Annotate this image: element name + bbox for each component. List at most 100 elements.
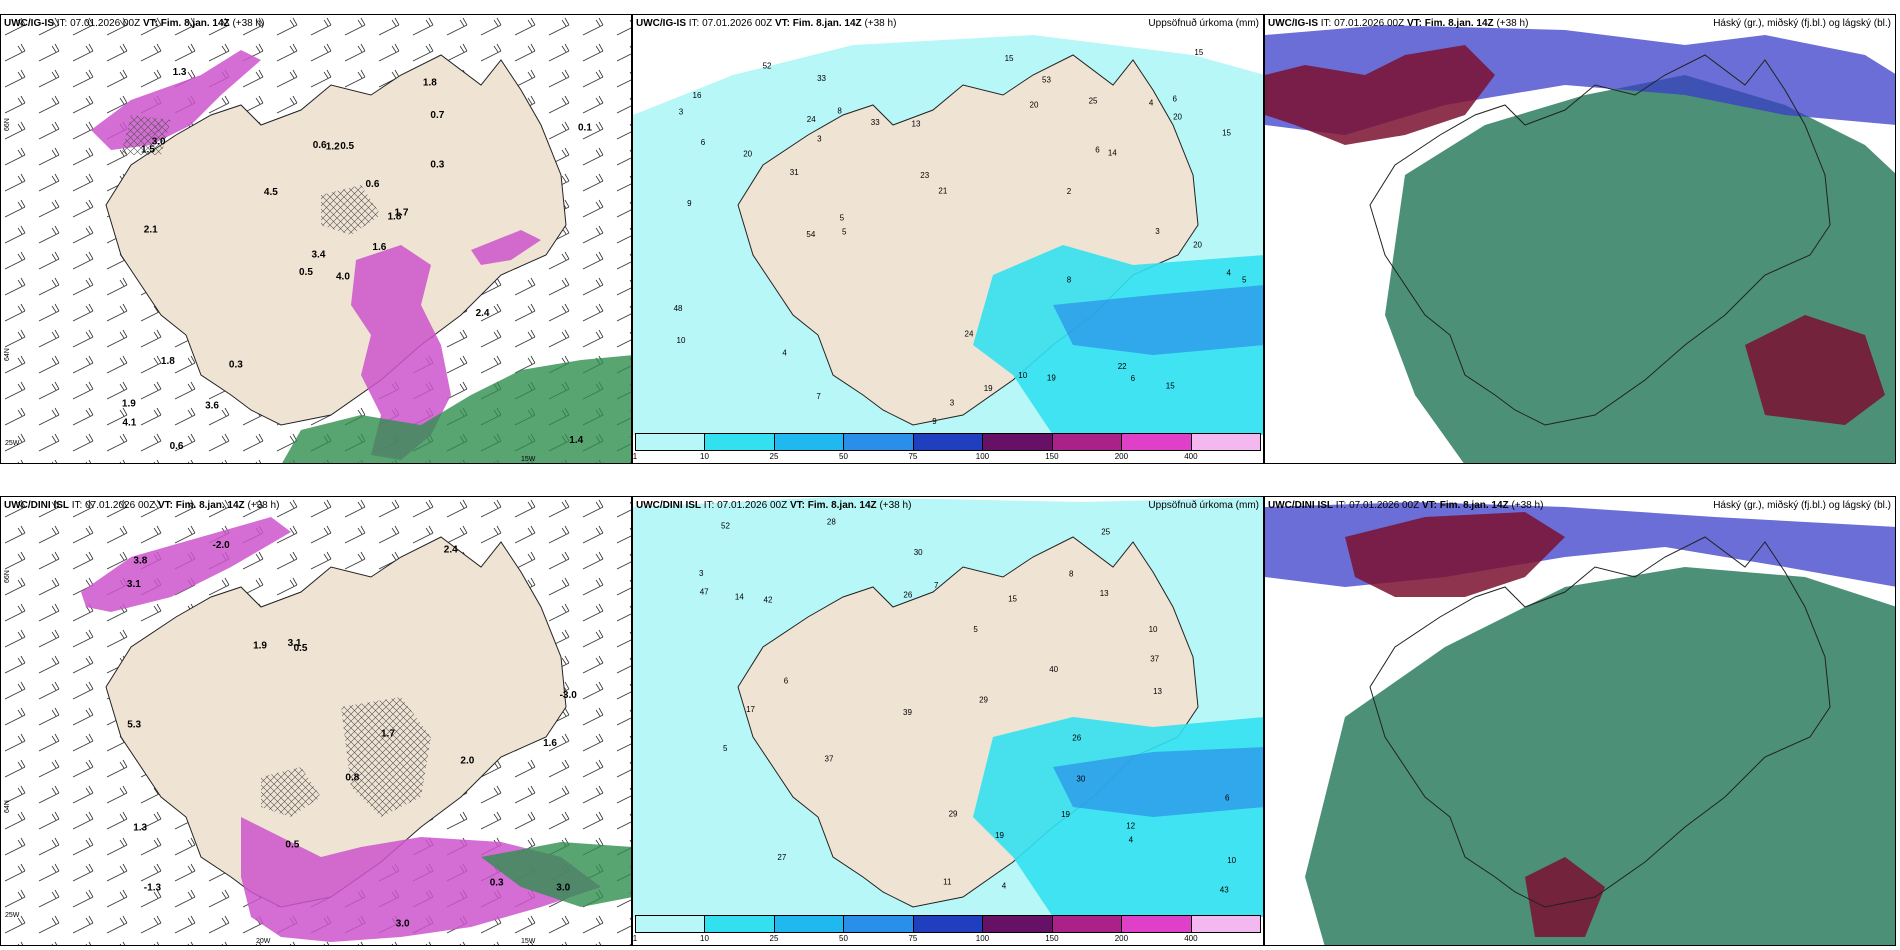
precip-shading-north [81, 517, 291, 612]
wind-values: 4.0 1.5 3.4 1.9 1.8 0.3 1.8 0.5 0.7 1.6 1.3 1.4 2.1 0… [122, 67, 592, 452]
value-label: 29 [949, 810, 958, 819]
value-label: 23 [920, 171, 929, 180]
value-label: 7 [934, 581, 939, 590]
cb-swatch [1122, 434, 1192, 450]
cb-swatch [983, 434, 1053, 450]
value-label: 3.6 [205, 401, 219, 412]
it-value: 07.01.2026 00Z [70, 18, 141, 29]
cb-tick: 400 [1184, 934, 1198, 943]
it-label: IT: [1320, 18, 1332, 29]
value-label: 5 [840, 214, 845, 223]
value-label: 4 [782, 348, 787, 357]
cb-tick: 50 [839, 452, 848, 461]
value-label: 5 [723, 744, 728, 753]
vt-label: VT: [1406, 18, 1422, 29]
wind-values: 2.0 1.6 -1.3 -2.0 0.5 0.3 1.3 2.4 1.9 3.0 3.1 5.3 3.… [127, 540, 577, 930]
value-label: 5.3 [127, 719, 141, 730]
value-label: 0.8 [345, 773, 359, 784]
value-label: 10 [1227, 856, 1236, 865]
value-label: 3 [1155, 227, 1160, 236]
cb-tick: 200 [1114, 934, 1129, 943]
value-label: 1.6 [543, 738, 557, 749]
value-label: 9 [932, 417, 937, 426]
value-label: 3.4 [312, 250, 326, 261]
value-label: 13 [1100, 589, 1109, 598]
value-label: 10 [1149, 625, 1158, 634]
lon-label-25w: 25W [5, 440, 20, 447]
value-label: 3.1 [288, 638, 302, 649]
cb-tick: 1 [632, 452, 638, 461]
value-label: 6 [701, 138, 706, 147]
lead-time: (+38 h) [879, 500, 912, 511]
bottom-cloud-panel: UWC/DINI ISL IT: 07.01.2026 00Z VT: Fim.… [1264, 496, 1896, 946]
lat-label-66n: 66N [4, 570, 11, 583]
cb-tick: 25 [769, 452, 779, 461]
iceland-outline [1369, 536, 1831, 908]
value-label: 25 [1101, 528, 1110, 537]
value-label: 2.4 [476, 308, 490, 319]
high-cloud-layer [1265, 45, 1885, 425]
value-label: 20 [1030, 100, 1039, 109]
value-label: 2 [1067, 187, 1072, 196]
value-label: 14 [1108, 148, 1117, 157]
panel-title: Uppsöfnuð úrkoma (mm) [1148, 500, 1259, 511]
value-label: -2.0 [213, 540, 231, 551]
value-label: 37 [1150, 654, 1159, 663]
iceland-land [737, 536, 1199, 908]
value-label: -3.0 [560, 690, 578, 701]
cb-ticks: 1 10 25 50 75 100 150 200 400 [632, 933, 1261, 945]
cb-tick: 400 [1184, 452, 1198, 461]
value-label: 2.4 [444, 545, 458, 556]
value-label: 21 [938, 187, 947, 196]
value-label: 19 [1047, 373, 1056, 382]
value-label: 1.7 [395, 208, 409, 219]
value-label: 1.6 [372, 242, 386, 253]
value-label: 1.8 [161, 356, 175, 367]
lat-label-66n: 66N [4, 118, 11, 131]
value-label: 0.5 [294, 643, 308, 654]
value-label: 16 [693, 91, 702, 100]
value-label: 0.5 [285, 840, 299, 851]
cb-swatch [844, 916, 914, 932]
cb-ticks: 1 10 25 50 75 100 150 200 400 [632, 451, 1261, 463]
value-label: 6 [1225, 794, 1230, 803]
iceland-outline [1369, 54, 1831, 426]
value-label: 3 [679, 108, 684, 117]
value-label: 2.0 [460, 755, 474, 766]
value-label: 0.1 [578, 123, 592, 134]
it-value: 07.01.2026 00Z [85, 500, 156, 511]
value-label: 6 [1173, 95, 1178, 104]
top-precip-panel: 6 3 2 3 4 9 8 5 6 5 4 8 6 4 9 7 5 13 15 10 6 20 21 24 25 31 20 53 52… [632, 14, 1264, 464]
value-label: 1.8 [388, 211, 402, 222]
cb-swatch [774, 434, 845, 450]
cb-tick: 1 [632, 934, 638, 943]
model-name: UWC/DINI ISL [1268, 500, 1333, 511]
value-label: 0.6 [170, 441, 184, 452]
vt-label: VT: [774, 18, 790, 29]
precip-colorbar: 1 10 25 50 75 100 150 200 400 [632, 433, 1261, 463]
vt-label: VT: [157, 500, 173, 511]
value-label: 0.3 [490, 877, 504, 888]
value-label: 48 [674, 304, 683, 313]
value-label: 15 [1194, 48, 1203, 57]
cb-tick: 200 [1114, 452, 1129, 461]
cb-swatch [774, 916, 845, 932]
bottom-wind-map: 2.0 1.6 -1.3 -2.0 0.5 0.3 1.3 2.4 1.9 3.0 3.1 5.3 3.… [1, 497, 631, 945]
precip-shading-green [481, 842, 631, 907]
value-label: 40 [1049, 665, 1058, 674]
value-label: 11 [943, 878, 952, 887]
value-label: 12 [1126, 821, 1135, 830]
value-label: 4.0 [336, 271, 350, 282]
bottom-wind-panel: 2.0 1.6 -1.3 -2.0 0.5 0.3 1.3 2.4 1.9 3.0 3.1 5.3 3.… [0, 496, 632, 946]
value-label: 4 [1129, 836, 1134, 845]
lon-label-15w: 15W [521, 456, 536, 463]
value-label: 33 [817, 74, 826, 83]
lon-label-25w: 25W [5, 912, 20, 919]
panel-header: UWC/IG-IS IT: 07.01.2026 00Z VT: Fim. 8.… [1268, 18, 1528, 30]
value-label: 4.5 [264, 187, 278, 198]
value-label: 3.0 [556, 883, 570, 894]
value-label: 9 [687, 199, 692, 208]
value-label: 15 [1008, 595, 1017, 604]
cb-tick: 100 [975, 452, 990, 461]
value-label: 1.4 [569, 435, 583, 446]
